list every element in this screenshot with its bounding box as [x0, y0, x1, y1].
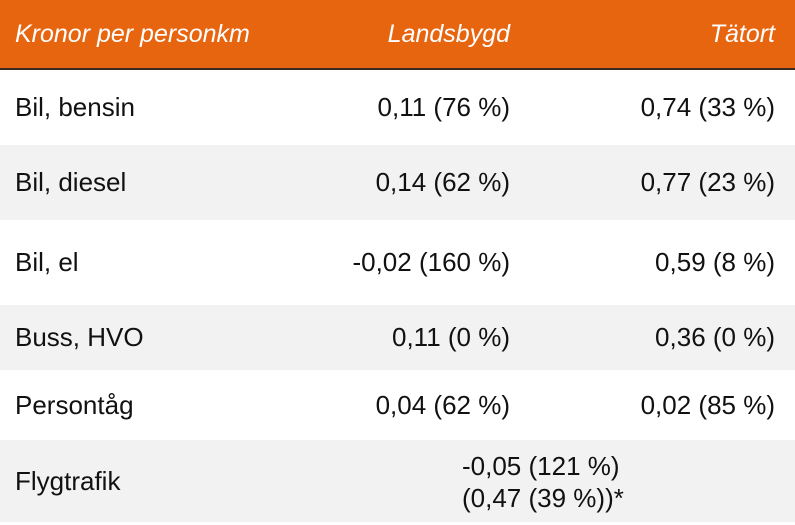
table-cell: 0,14 (62 %)	[375, 167, 510, 197]
table-row: Bil, diesel 0,14 (62 %) 0,77 (23 %)	[0, 145, 795, 220]
table-cell: Buss, HVO	[15, 322, 144, 352]
table-row: Bil, el -0,02 (160 %) 0,59 (8 %)	[0, 220, 795, 305]
table-row: Persontåg 0,04 (62 %) 0,02 (85 %)	[0, 370, 795, 440]
merged-cell: -0,05 (121 %) (0,47 (39 %))*	[462, 450, 624, 514]
table-cell: 0,02 (85 %)	[640, 389, 775, 420]
table-row: Flygtrafik -0,05 (121 %) (0,47 (39 %))*	[0, 440, 795, 522]
header-row: Kronor per personkm Landsbygd Tätort	[0, 0, 795, 70]
table-row: Buss, HVO 0,11 (0 %) 0,36 (0 %)	[0, 305, 795, 370]
merged-line: (0,47 (39 %))*	[462, 483, 624, 513]
table-cell: Bil, diesel	[15, 167, 127, 197]
table-cell: 0,74 (33 %)	[640, 92, 775, 122]
table-cell: 0,11 (0 %)	[391, 322, 510, 352]
merged-line: -0,05 (121 %)	[462, 451, 620, 481]
table-cell: Persontåg	[15, 389, 134, 420]
table-cell: -0,02 (160 %)	[352, 247, 510, 277]
table-cell: Flygtrafik	[15, 465, 121, 496]
table-cell: Bil, el	[15, 247, 79, 277]
header-cell: Landsbygd	[387, 19, 510, 48]
table-cell: 0,36 (0 %)	[655, 322, 775, 352]
table-cell: 0,59 (8 %)	[655, 247, 775, 277]
header-cell: Tätort	[709, 19, 775, 48]
table-cell: 0,04 (62 %)	[375, 389, 510, 420]
header-cell: Kronor per personkm	[15, 19, 250, 48]
table-cell: 0,77 (23 %)	[640, 167, 775, 197]
table-cell: Bil, bensin	[15, 92, 135, 122]
table-cell: 0,11 (76 %)	[377, 92, 510, 122]
table-row: Bil, bensin 0,11 (76 %) 0,74 (33 %)	[0, 70, 795, 145]
